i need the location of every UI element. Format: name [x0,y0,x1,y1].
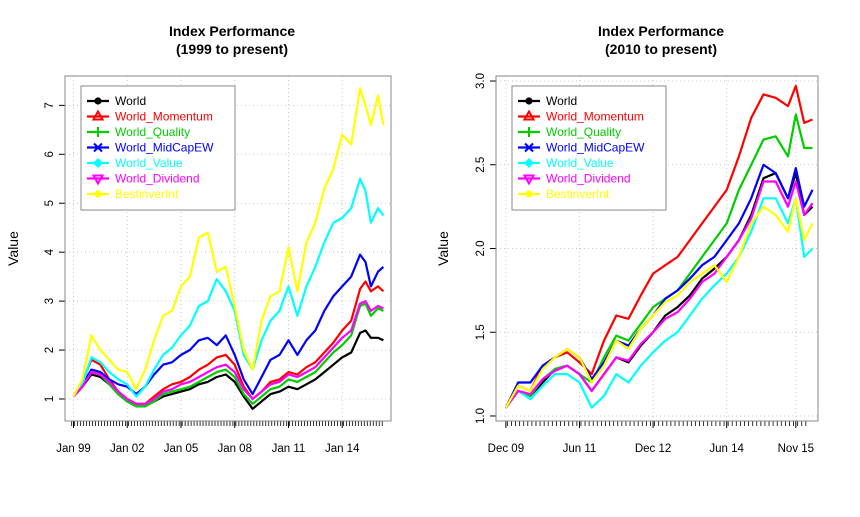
chart-title: Index Performance [598,23,724,39]
legend-entry-world-midcapew: World_MidCapEW [115,141,214,155]
series-lines [504,84,814,409]
y-tick-label: 3.0 [475,73,487,89]
x-tick-label: Jun 11 [563,443,597,455]
chart-panel-2: Index Performance (2010 to present) Value 1… [435,23,819,455]
plot-frame [64,75,392,422]
series-line-bestinverint [72,87,385,398]
x-tick-label: Jun 14 [709,443,744,455]
chart-panel-1: Index Performance (1999 to present) Value 1… [5,23,392,455]
x-tick-label: Jan 11 [272,443,306,455]
legend-entry-world-quality: World_Quality [115,125,190,139]
legend-marker-circle [94,190,102,198]
legend-marker-diamond [524,158,534,168]
legend-entry-world: World [546,94,577,108]
x-tick-label: Jan 14 [325,443,360,455]
legend-entry-world-momentum: World_Momentum [546,110,644,124]
legend-marker-circle [94,97,102,105]
y-tick-label: 1.5 [475,324,487,340]
x-tick-label: Jan 08 [217,443,252,455]
legend-marker-triangle-down [522,174,536,186]
legend-entry-world-dividend: World_Dividend [546,172,631,186]
y-tick-label: 1.0 [475,408,487,424]
legend-marker-x-b [93,142,103,153]
legend-entry-world-midcapew: World_MidCapEW [546,141,645,155]
y-axis-label: Value [5,231,21,266]
series-line-world-dividend [72,300,384,405]
legend-marker-triangle-down [91,174,105,186]
y-tick-label: 5 [44,200,56,206]
chart-subtitle: (2010 to present) [605,41,717,57]
plot-frame [495,75,819,422]
y-tick-label: 6 [44,151,56,157]
y-tick-label: 2.0 [475,241,487,257]
y-axis-label: Value [435,231,451,266]
legend-entry-world-quality: World_Quality [546,125,621,139]
series-line-bestinverint [504,197,814,409]
x-tick-label: Nov 15 [778,443,814,455]
series-lines [72,87,385,410]
x-tick-label: Jan 05 [164,443,199,455]
legend-entry-bestinverint: BestinverInt [546,187,610,201]
legend-entry-world-dividend: World_Dividend [115,172,200,186]
legend-marker-triangle [522,109,536,121]
x-tick-label: Dec 12 [635,443,671,455]
y-tick-label: 7 [44,102,56,108]
legend-marker-x-b [524,142,534,153]
chart-title: Index Performance [169,23,295,39]
x-tick-label: Jan 02 [110,443,145,455]
legend-marker-circle [525,97,533,105]
series-line-world-value [505,197,814,409]
y-tick-label: 4 [44,248,56,255]
y-tick-label: 2 [44,347,56,353]
legend-entry-world-momentum: World_Momentum [115,110,213,124]
y-tick-label: 3 [44,298,56,304]
legend-entry-world: World [115,94,146,108]
x-tick-label: Dec 09 [488,443,524,455]
legend-entry-world-value: World_Value [546,156,614,170]
legend-marker-triangle [91,109,105,121]
legend-marker-circle [525,190,533,198]
series-line-world-value [72,177,385,398]
series-line-world-midcapew [72,253,385,398]
x-tick-label: Jan 99 [56,443,91,455]
series-line-world-quality [72,302,384,408]
x-minor-ticks [71,421,383,426]
legend-entry-bestinverint: BestinverInt [115,187,179,201]
legend-marker-diamond [93,158,103,168]
chart-subtitle: (1999 to present) [176,41,288,57]
y-tick-label: 1 [44,396,56,402]
series-line-world-dividend [505,180,814,409]
y-tick-label: 2.5 [475,157,487,173]
legend-entry-world-value: World_Value [115,156,183,170]
x-minor-ticks [506,421,807,426]
